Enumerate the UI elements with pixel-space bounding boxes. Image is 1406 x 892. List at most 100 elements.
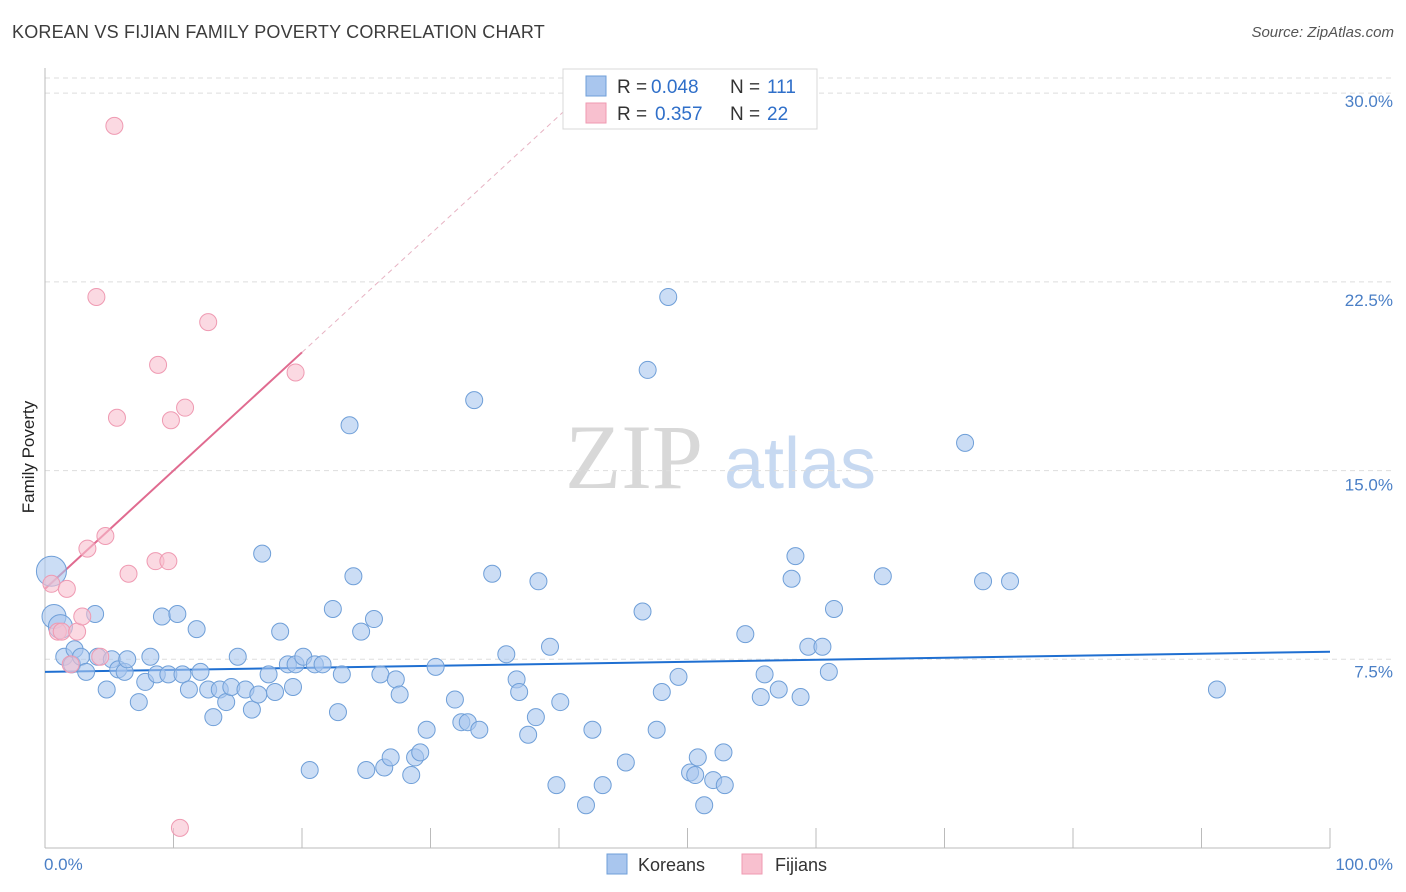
fijian-point <box>119 564 138 583</box>
korean-point <box>266 683 285 701</box>
korean-point <box>191 662 210 681</box>
korean-point <box>519 725 538 744</box>
korean-point <box>791 688 810 707</box>
koreans-legend-label: Koreans <box>638 855 705 875</box>
korean-point <box>529 572 548 591</box>
korean-point <box>647 720 666 739</box>
korean-point <box>652 683 671 701</box>
korean-point <box>386 670 405 689</box>
fijian-point <box>87 287 106 306</box>
korean-point <box>97 680 116 699</box>
fijian-point <box>159 552 178 571</box>
korean-point <box>77 662 96 681</box>
korean-n-label: N = <box>730 77 760 98</box>
korean-point <box>323 599 342 618</box>
korean-point <box>352 622 371 641</box>
korean-point <box>782 569 801 588</box>
korean-point <box>616 753 635 772</box>
korean-point <box>328 703 347 722</box>
y-tick-label: 7.5% <box>1354 662 1393 681</box>
fijian-point <box>170 818 189 837</box>
grid-lines <box>45 77 1394 660</box>
korean-point <box>974 572 993 591</box>
korean-point <box>715 776 734 795</box>
korean-point <box>284 677 303 696</box>
korean-point <box>173 665 192 684</box>
korean-point <box>141 647 160 666</box>
korean-point <box>483 564 502 583</box>
korean-point <box>371 665 390 684</box>
y-tick-label: 22.5% <box>1345 291 1393 310</box>
korean-point <box>686 766 705 785</box>
y-tick-label: 15.0% <box>1345 476 1393 495</box>
korean-point <box>253 544 272 563</box>
fijian-point <box>286 363 305 382</box>
korean-point <box>633 602 652 621</box>
korean-point <box>118 650 137 669</box>
fijian-point <box>91 647 110 666</box>
korean-point <box>551 693 570 712</box>
fijian-legend-swatch <box>585 102 607 124</box>
fijian-point <box>105 116 124 135</box>
korean-points <box>35 287 1226 815</box>
fijian-point <box>149 355 168 374</box>
korean-point <box>249 685 268 704</box>
fijian-point <box>52 622 71 641</box>
korean-point <box>714 743 733 762</box>
chart-title: KOREAN VS FIJIAN FAMILY POVERTY CORRELAT… <box>12 22 545 42</box>
fijian-r-label: R = <box>617 104 647 125</box>
korean-n-value: 111 <box>767 77 796 98</box>
korean-point <box>583 720 602 739</box>
korean-point <box>381 748 400 767</box>
fijian-points <box>42 116 305 837</box>
korean-point <box>465 391 484 410</box>
korean-point <box>271 622 290 641</box>
korean-point <box>242 700 261 719</box>
x-tick-label-left: 0.0% <box>44 855 83 874</box>
fijian-point <box>176 398 195 417</box>
korean-point <box>340 416 359 435</box>
korean-point <box>769 680 788 699</box>
watermark-atlas: atlas <box>724 424 876 504</box>
korean-point <box>669 667 688 686</box>
fijian-point <box>199 313 218 332</box>
fijian-point <box>61 655 80 674</box>
korean-point <box>426 657 445 676</box>
korean-point <box>786 547 805 566</box>
trend-lines <box>44 91 1331 673</box>
korean-trend-line <box>44 650 1331 673</box>
korean-point <box>228 647 247 666</box>
korean-point <box>390 685 409 704</box>
x-tick-label-right: 100.0% <box>1335 855 1393 874</box>
fijian-n-label: N = <box>730 104 760 125</box>
fijian-point <box>57 579 76 598</box>
korean-point <box>824 599 843 618</box>
korean-point <box>129 693 148 712</box>
fijians-legend-swatch <box>741 853 763 875</box>
source-note: Source: ZipAtlas.com <box>1251 24 1394 41</box>
korean-point <box>659 287 678 306</box>
korean-r-label: R = <box>617 77 647 98</box>
korean-point <box>411 743 430 762</box>
korean-point <box>364 610 383 629</box>
korean-point <box>259 665 278 684</box>
fijian-point <box>107 408 126 427</box>
korean-point <box>755 665 774 684</box>
korean-point <box>813 637 832 656</box>
korean-point <box>313 655 332 674</box>
korean-point <box>576 796 595 815</box>
fijian-trend-extension <box>301 91 586 353</box>
series-legend: Koreans Fijians <box>606 853 827 875</box>
korean-point <box>344 567 363 586</box>
fijian-n-value: 22 <box>767 104 788 125</box>
fijian-point <box>42 574 61 593</box>
stats-legend: R = 0.048 N = 111 R = 0.357 N = 22 <box>562 68 818 130</box>
korean-point <box>593 776 612 795</box>
fijian-point <box>96 527 115 545</box>
korean-point <box>179 680 198 699</box>
korean-point <box>695 796 714 815</box>
korean-point <box>819 662 838 681</box>
fijian-r-value: 0.357 <box>655 104 703 125</box>
korean-point <box>152 607 171 626</box>
fijian-point <box>68 622 87 641</box>
